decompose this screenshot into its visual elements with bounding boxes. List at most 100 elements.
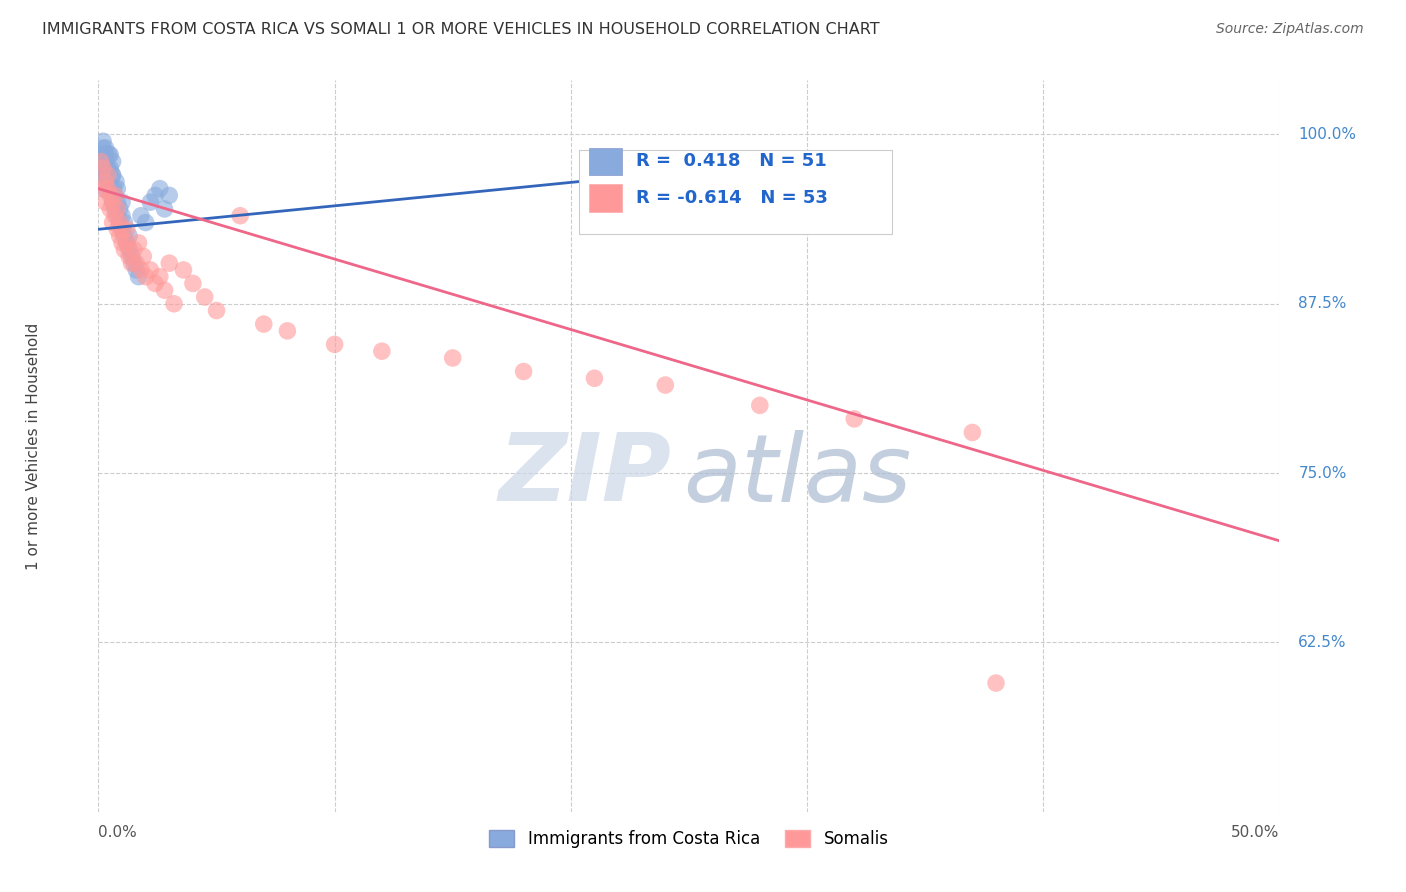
Point [97, 181, 120, 195]
Point [115, 235, 138, 250]
Point [112, 243, 135, 257]
Text: ZIP: ZIP [498, 429, 671, 521]
Point [105, 195, 128, 210]
Text: 1 or more Vehicles in Household: 1 or more Vehicles in Household [25, 322, 41, 570]
Point [748, 398, 770, 412]
Point [112, 229, 135, 244]
Point [91, 134, 114, 148]
Point [91, 154, 114, 169]
Point [139, 263, 162, 277]
Point [172, 263, 194, 277]
Point [118, 229, 141, 244]
Text: IMMIGRANTS FROM COSTA RICA VS SOMALI 1 OR MORE VEHICLES IN HOUSEHOLD CORRELATION: IMMIGRANTS FROM COSTA RICA VS SOMALI 1 O… [42, 22, 880, 37]
Text: Source: ZipAtlas.com: Source: ZipAtlas.com [1216, 22, 1364, 37]
Point [94, 195, 117, 210]
Point [121, 249, 143, 263]
Point [94, 181, 117, 195]
Point [97, 148, 120, 162]
Point [583, 371, 606, 385]
Point [121, 256, 143, 270]
Point [105, 209, 128, 223]
Point [105, 222, 128, 236]
Point [135, 215, 157, 229]
Point [94, 175, 117, 189]
Point [654, 168, 676, 182]
Point [111, 195, 134, 210]
Point [104, 175, 127, 189]
Point [962, 425, 984, 440]
Point [91, 161, 114, 176]
Point [105, 202, 128, 216]
Point [101, 154, 124, 169]
Point [122, 243, 145, 257]
Point [94, 141, 117, 155]
Legend: Immigrants from Costa Rica, Somalis: Immigrants from Costa Rica, Somalis [482, 823, 896, 855]
Point [91, 141, 114, 155]
Point [91, 168, 114, 182]
Point [115, 222, 138, 236]
Point [98, 188, 121, 202]
Point [153, 283, 176, 297]
Point [94, 161, 117, 176]
Point [205, 303, 228, 318]
Point [90, 161, 112, 176]
Point [111, 235, 134, 250]
Point [98, 148, 121, 162]
Point [98, 168, 121, 182]
Point [108, 229, 131, 244]
Point [181, 277, 204, 291]
Point [104, 188, 127, 202]
Text: 100.0%: 100.0% [1298, 127, 1357, 142]
Point [984, 676, 1007, 690]
FancyBboxPatch shape [579, 150, 891, 234]
Point [111, 222, 134, 236]
Point [512, 364, 534, 378]
Point [97, 161, 120, 176]
Point [143, 188, 166, 202]
Point [104, 202, 127, 216]
Point [149, 181, 172, 195]
Point [118, 243, 141, 257]
Point [323, 337, 346, 351]
Point [108, 215, 131, 229]
Point [112, 215, 135, 229]
Point [111, 222, 134, 236]
Point [157, 256, 180, 270]
Point [97, 168, 120, 182]
Point [118, 249, 141, 263]
Point [143, 277, 166, 291]
Point [90, 148, 112, 162]
Point [104, 188, 127, 202]
Point [135, 269, 157, 284]
Point [194, 290, 217, 304]
Point [149, 269, 172, 284]
Point [153, 202, 176, 216]
Point [125, 263, 148, 277]
FancyBboxPatch shape [589, 184, 621, 212]
Point [101, 215, 124, 229]
Point [441, 351, 464, 365]
Point [128, 269, 150, 284]
FancyBboxPatch shape [589, 147, 621, 176]
Text: 87.5%: 87.5% [1298, 296, 1347, 311]
Text: 0.0%: 0.0% [98, 825, 138, 840]
Point [101, 168, 124, 182]
Point [371, 344, 394, 359]
Point [105, 181, 128, 195]
Point [125, 256, 148, 270]
Point [128, 235, 150, 250]
Point [91, 161, 114, 176]
Text: 62.5%: 62.5% [1298, 635, 1347, 650]
Point [98, 181, 121, 195]
Point [253, 317, 276, 331]
Point [101, 181, 124, 195]
Point [104, 209, 127, 223]
Point [115, 235, 138, 250]
Text: atlas: atlas [683, 430, 911, 521]
Point [94, 168, 117, 182]
Point [98, 202, 121, 216]
Text: 75.0%: 75.0% [1298, 466, 1347, 481]
Point [844, 412, 866, 426]
Point [101, 195, 124, 210]
Point [98, 161, 121, 176]
